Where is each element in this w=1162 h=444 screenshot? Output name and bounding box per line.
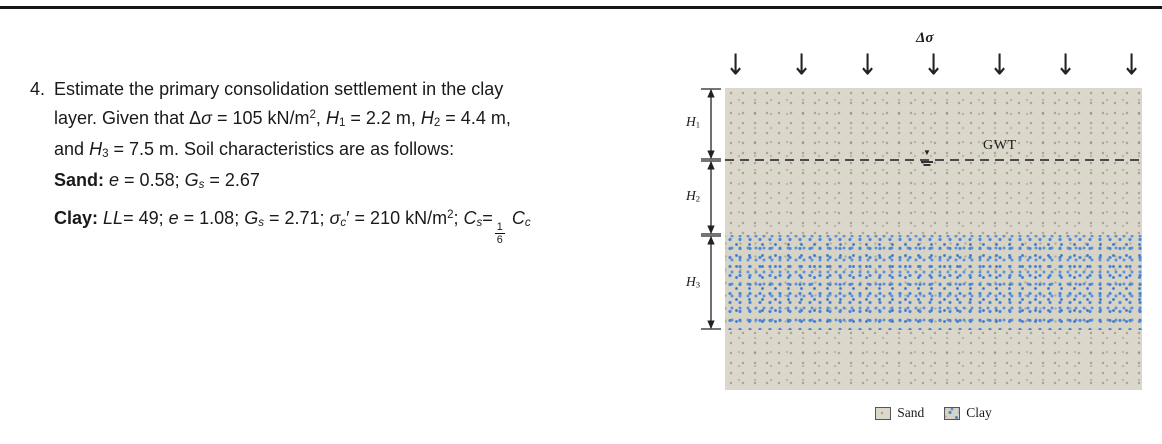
problem-text: Estimate the primary consolidation settl… [54, 76, 531, 246]
down-arrow-icon: ↓ [791, 47, 812, 82]
down-arrow-icon: ↓ [989, 47, 1010, 82]
legend-item-sand: Sand [875, 405, 924, 421]
clay-legend-label: Clay [966, 405, 992, 420]
statement-line-1: Estimate the primary consolidation settl… [54, 79, 504, 99]
down-arrow-icon: ↓ [725, 47, 746, 82]
down-arrow-icon: ↓ [1055, 47, 1076, 82]
load-arrows: ↓ ↓ ↓ ↓ ↓ ↓ ↓ [725, 50, 1142, 79]
problem-number: 4. [30, 79, 46, 99]
statement-line-3: and H3 = 7.5 m. Soil characteristics are… [54, 139, 455, 161]
down-arrow-icon: ↓ [1121, 47, 1142, 82]
h3-label: H3 [685, 274, 701, 290]
clay-properties: Clay: LL= 49; e = 1.08; Gs = 2.71; σc′ =… [54, 208, 531, 246]
h2-label: H2 [685, 188, 701, 204]
problem-block: 4. Estimate the primary consolidation se… [30, 76, 531, 246]
sand-legend-label: Sand [897, 405, 925, 420]
soil-profile-diagram: Δσ ↓ ↓ ↓ ↓ ↓ ↓ ↓ ▼ GWT [686, 30, 1152, 436]
gwt-label: GWT [983, 138, 1017, 153]
surcharge-label: Δσ [916, 30, 934, 46]
legend-item-clay: Clay [944, 405, 992, 421]
page-rule [0, 6, 1162, 9]
sand-swatch [875, 406, 892, 420]
water-table-triangle: ▼ [923, 148, 931, 157]
h1-dimension-arrow [701, 88, 721, 160]
down-arrow-icon: ↓ [923, 47, 944, 82]
h2-dimension-arrow [701, 160, 721, 235]
gwt-line [725, 159, 1142, 161]
sand-properties: Sand: e = 0.58; Gs = 2.67 [54, 170, 260, 192]
legend: Sand Clay [725, 405, 1142, 421]
h3-dimension-arrow [701, 235, 721, 330]
water-table-hatch [923, 164, 931, 166]
clay-layer [725, 235, 1142, 330]
statement-line-2: layer. Given that Δσ = 105 kN/m2, H1 = 2… [54, 107, 511, 130]
h1-label: H1 [685, 114, 701, 130]
down-arrow-icon: ↓ [857, 47, 878, 82]
water-table-hatch [921, 161, 933, 163]
soil-block: ▼ GWT [725, 88, 1142, 390]
water-table-icon: ▼ [919, 148, 935, 166]
clay-swatch [944, 406, 961, 420]
